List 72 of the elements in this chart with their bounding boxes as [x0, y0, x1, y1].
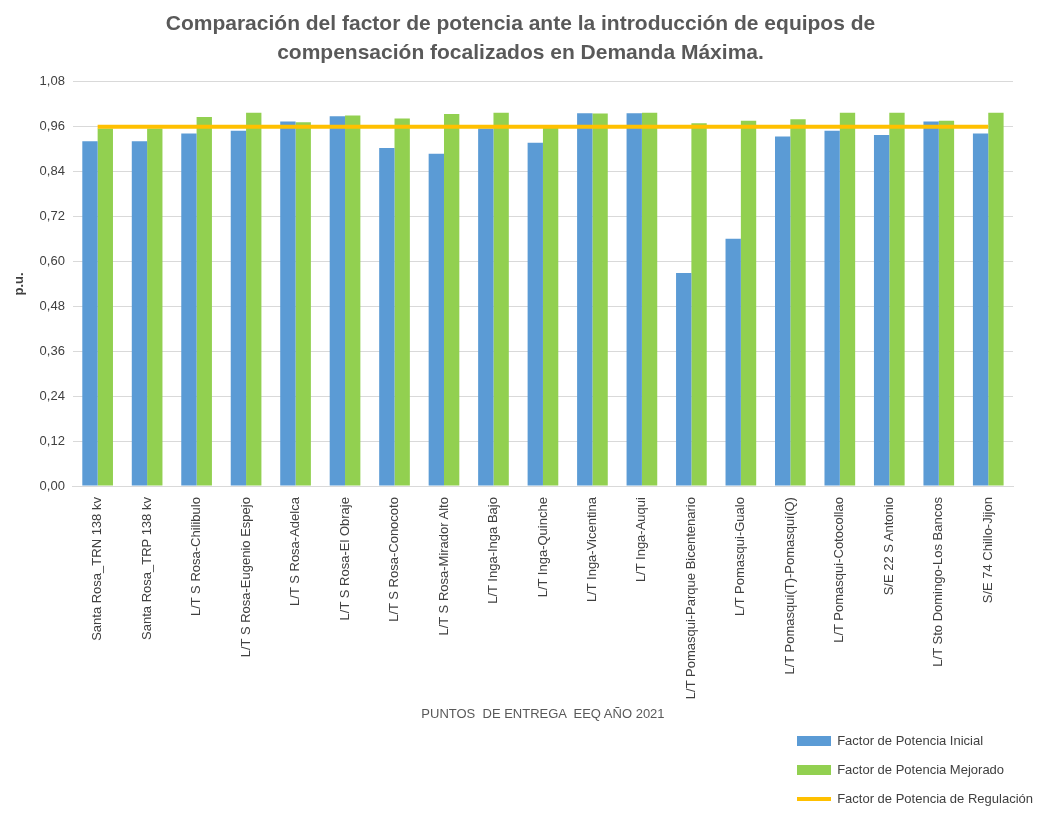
bar [246, 112, 262, 486]
bar [889, 112, 905, 486]
bar [824, 130, 840, 486]
bar [676, 273, 692, 486]
x-tick-label: L/T Pomasqui-Gualo [732, 497, 748, 617]
x-tick-label: L/T Inga-Vicentina [584, 496, 600, 603]
y-tick-label: 1,08 [39, 73, 65, 89]
bar [295, 122, 311, 486]
x-tick-label: L/T Inga-Inga Bajo [485, 497, 501, 604]
bar [428, 153, 444, 486]
bar [626, 113, 642, 486]
bar [97, 128, 113, 486]
bar [131, 141, 148, 486]
x-tick-label: S/E 22 S Antonio [880, 497, 896, 596]
bar [394, 118, 410, 486]
legend-label: Factor de Potencia de Regulación [837, 791, 1033, 806]
y-axis-title: p.u. [11, 272, 27, 296]
x-tick-label: L/T S Rosa-Chilibulo [188, 497, 204, 617]
x-tick-label: L/T S Rosa-Conocoto [386, 497, 402, 622]
x-tick-label: S/E 74 Chillo-Jijon [979, 497, 995, 604]
x-tick-label: L/T Pomasqui(T)-Pomasqui(Q) [781, 497, 797, 675]
bar [839, 112, 856, 486]
y-tick-label: 0,96 [39, 118, 65, 134]
bar [691, 123, 707, 486]
y-tick-label: 0,72 [39, 208, 65, 224]
bar [345, 115, 361, 486]
y-tick-label: 0,00 [39, 477, 65, 493]
y-tick-label: 0,24 [39, 387, 65, 403]
x-tick-label: L/T Pomasqui-Parque Bicentenario [682, 497, 698, 700]
x-tick-label: L/T S Rosa-Adelca [287, 496, 303, 606]
bar [329, 116, 346, 486]
bar [181, 133, 197, 486]
x-tick-label: Santa Rosa_TRP 138 kv [138, 496, 154, 640]
bar [196, 116, 212, 486]
bar [923, 121, 939, 486]
bar [379, 148, 395, 486]
bar [938, 120, 955, 486]
bar [147, 128, 163, 486]
bar [988, 112, 1004, 486]
bar [641, 112, 658, 486]
bar [775, 136, 791, 486]
y-tick-label: 0,48 [39, 297, 65, 313]
bar [592, 113, 608, 486]
y-tick-label: 0,36 [39, 342, 65, 358]
bar [527, 142, 543, 486]
bar [972, 133, 989, 486]
legend-label: Factor de Potencia Mejorado [837, 762, 1005, 777]
chart-title: Comparación del factor de potencia ante la introducción de equipos de compensación focalizados en Demanda Máxima. [164, 10, 877, 65]
x-tick-label: L/T S Rosa-El Obraje [336, 497, 352, 621]
x-tick-label: L/T S Rosa-Eugenio Espejo [237, 497, 253, 658]
x-tick-label: L/T Sto Domingo-Los Bancos [930, 496, 946, 667]
bar [493, 112, 509, 486]
y-tick-label: 0,84 [39, 163, 65, 179]
bar [790, 119, 806, 486]
y-tick-label: 0,12 [39, 432, 65, 448]
x-tick-label: L/T Inga-Auqui [633, 496, 649, 583]
bar [577, 113, 593, 486]
bar [280, 121, 296, 486]
y-tick-label: 0,60 [39, 253, 65, 269]
bar [230, 130, 247, 486]
bar [443, 113, 460, 486]
x-axis-title: PUNTOS DE ENTREGA EEQ AÑO 2021 [421, 705, 665, 721]
x-tick-label: L/T Inga-Quinche [534, 497, 550, 598]
x-tick-label: Santa Rosa_TRN 138 kv [89, 496, 105, 641]
bar [478, 128, 494, 486]
bar [740, 120, 757, 486]
legend-label: Factor de Potencia Inicial [837, 733, 984, 748]
bar [82, 141, 98, 486]
x-tick-label: L/T Pomasqui-Cotocollao [831, 497, 847, 643]
bar [725, 238, 741, 486]
x-tick-label: L/T S Rosa-Mirador Alto [435, 497, 451, 636]
bar [873, 134, 890, 486]
